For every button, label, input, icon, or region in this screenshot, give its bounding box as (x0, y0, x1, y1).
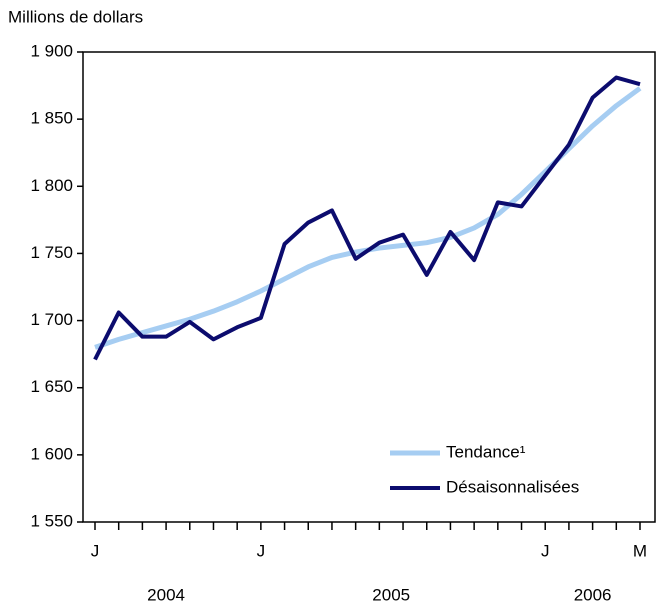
plot-frame (82, 51, 656, 523)
y-tick-label: 1 800 (30, 176, 73, 195)
year-label: 2006 (574, 585, 612, 604)
x-tick-label: J (91, 541, 100, 560)
y-tick-label: 1 850 (30, 109, 73, 128)
x-tick-label: J (257, 541, 266, 560)
y-tick-label: 1 650 (30, 377, 73, 396)
y-tick-label: 1 550 (30, 511, 73, 530)
year-label: 2005 (372, 585, 410, 604)
x-tick-label: M (633, 541, 647, 560)
series-line (93, 75, 641, 361)
legend-label: Désaisonnalisées (446, 477, 579, 496)
year-label: 2004 (147, 585, 185, 604)
y-tick-label: 1 600 (30, 444, 73, 463)
x-tick-label: J (541, 541, 550, 560)
y-tick-label: 1 750 (30, 243, 73, 262)
y-tick-label: 1 900 (30, 41, 73, 60)
series-line (94, 86, 642, 350)
y-tick-label: 1 700 (30, 310, 73, 329)
y-axis-title: Millions de dollars (8, 7, 143, 26)
legend-label: Tendance¹ (446, 442, 526, 461)
